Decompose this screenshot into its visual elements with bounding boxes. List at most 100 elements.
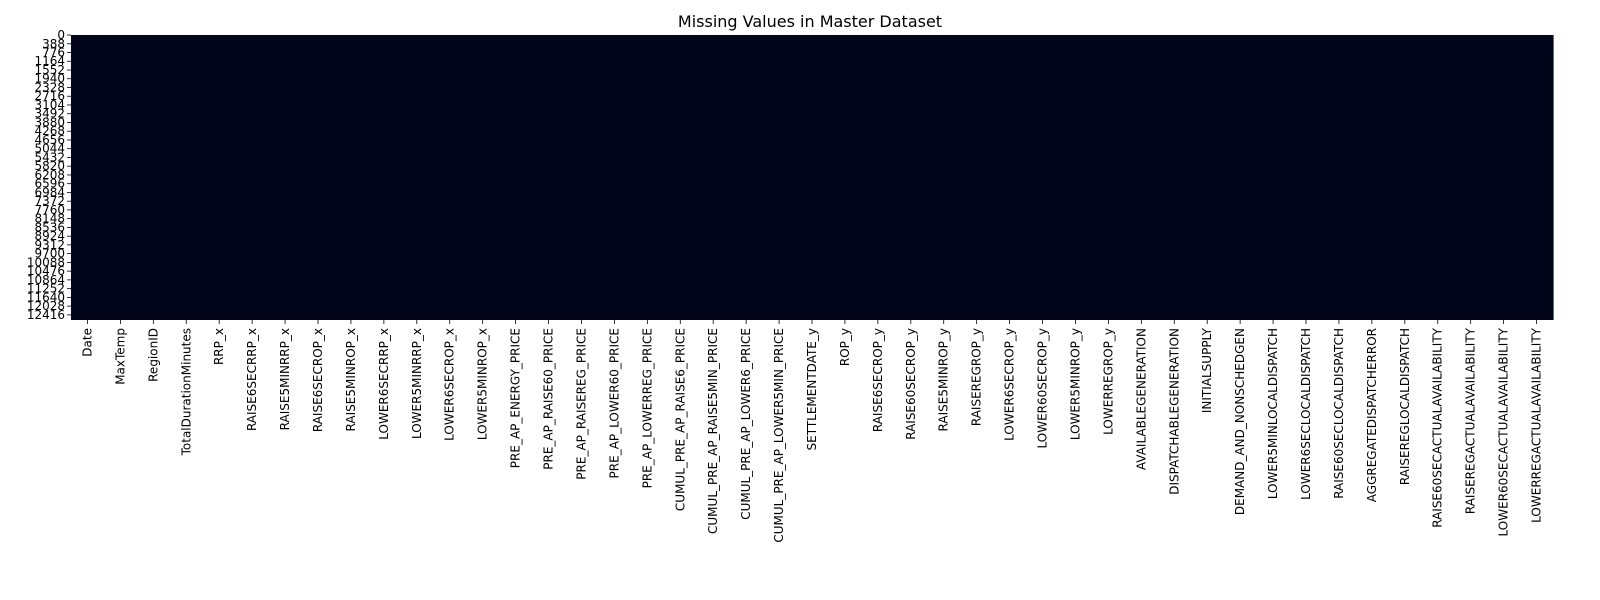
x-tick-label: CUMUL_PRE_AP_LOWER6_PRICE [739, 328, 753, 520]
heatmap-column-availablegeneration [1124, 35, 1159, 320]
x-tick-label: RAISEREGROP_y [970, 328, 984, 426]
y-tick-label: 4268 [34, 124, 65, 138]
y-tick-label: 11252 [27, 282, 65, 296]
heatmap-column-cumul-pre-ap-raise5min-price [696, 35, 731, 320]
chart-title: Missing Values in Master Dataset [678, 12, 942, 31]
x-tick-label: MaxTemp [113, 328, 127, 385]
x-tick-label: LOWER5MINROP_y [1068, 328, 1082, 440]
heatmap-column-demand-and-nonschedgen [1223, 35, 1258, 320]
heatmap-column-aggregatedispatcherror [1355, 35, 1389, 320]
x-tick-label: RAISE60SECROP_y [904, 328, 918, 440]
heatmap-column-pre-ap-lowerreg-price [630, 35, 665, 320]
heatmap-column-lower5minrrp-x [400, 35, 434, 320]
heatmap-column-regionid [136, 35, 171, 320]
x-tick-label: SETTLEMENTDATE_y [805, 328, 819, 450]
heatmap-column-raise60secactualavailability [1421, 35, 1455, 320]
x-tick-label: RAISE6SECROP_x [311, 328, 325, 432]
y-tick-label: 1940 [34, 72, 65, 86]
heatmap-column-pre-ap-energy-price [499, 35, 533, 320]
y-tick-label: 5044 [34, 142, 65, 156]
y-tick-label: 10476 [27, 264, 65, 278]
y-tick-label: 10864 [27, 273, 65, 287]
y-tick-label: 2716 [34, 89, 65, 103]
heatmap-column-cumul-pre-ap-lower5min-price [762, 35, 797, 320]
x-tick-label: RAISE60SECLOCALDISPATCH [1332, 328, 1346, 499]
heatmap-column-lowerregactualavailability [1520, 35, 1554, 320]
y-tick-label: 9700 [34, 247, 65, 261]
heatmap-column-rop-y [828, 35, 862, 320]
y-tick-label: 3104 [34, 98, 65, 112]
y-tick-label: 5432 [34, 150, 65, 164]
x-tick-label: TotalDurationMinutes [179, 328, 193, 456]
x-tick-label: LOWER6SECROP_y [1003, 328, 1017, 441]
x-tick-label: LOWERREGROP_y [1101, 328, 1115, 435]
x-tick-label: LOWER60SECROP_y [1036, 328, 1050, 448]
heatmap-column-lower6secrop-x [433, 35, 467, 320]
heatmap-column-date [71, 35, 105, 320]
x-tick-label: PRE_AP_RAISE60_PRICE [542, 328, 556, 470]
y-tick-label: 388 [42, 37, 65, 51]
heatmap-column-cumul-pre-ap-raise6-price [663, 35, 698, 320]
heatmap-column-lower60secactualavailability [1487, 35, 1521, 320]
y-tick-label: 4656 [34, 133, 65, 147]
x-tick-label: PRE_AP_LOWERREG_PRICE [640, 328, 654, 488]
y-tick-label: 8924 [34, 229, 65, 243]
heatmap-column-pre-ap-raisereg-price [565, 35, 599, 320]
x-tick-label: LOWER6SECLOCALDISPATCH [1299, 328, 1313, 500]
y-tick-label: 0 [57, 28, 65, 42]
x-tick-label: RAISE6SECROP_y [871, 328, 885, 432]
x-tick-label: RAISE60SECACTUALAVAILABILITY [1431, 327, 1445, 527]
x-tick-label: CUMUL_PRE_AP_LOWER5MIN_PRICE [772, 328, 786, 543]
x-tick-label: INITIALSUPPLY [1200, 327, 1214, 413]
heatmap-column-lower5minlocaldispatch [1256, 35, 1291, 320]
x-tick-label: ROP_y [838, 328, 852, 366]
y-tick-label: 8536 [34, 220, 65, 234]
heatmap-column-raise5minrop-x [334, 35, 368, 320]
x-tick-label: CUMUL_PRE_AP_RAISE6_PRICE [673, 328, 687, 511]
heatmap-column-cumul-pre-ap-lower6-price [729, 35, 764, 320]
heatmap-column-lower5minrop-x [466, 35, 500, 320]
x-tick-label: RAISEREGLOCALDISPATCH [1398, 328, 1412, 485]
x-tick-label: CUMUL_PRE_AP_RAISE5MIN_PRICE [706, 328, 720, 534]
y-tick-label: 9312 [34, 238, 65, 252]
y-tick-label: 1552 [34, 63, 65, 77]
heatmap-column-pre-ap-raise60-price [532, 35, 566, 320]
y-axis-ticks: 0388776116415521940232827163104349238804… [27, 28, 71, 322]
heatmap-column-raiseregrop-y [960, 35, 994, 320]
y-tick-label: 12416 [27, 308, 65, 322]
y-tick-label: 7760 [34, 203, 65, 217]
y-tick-label: 3880 [34, 115, 65, 129]
x-tick-label: RegionID [146, 328, 160, 382]
heatmap-column-lower6secrrp-x [367, 35, 401, 320]
x-tick-label: RAISEREGACTUALAVAILABILITY [1464, 327, 1478, 514]
heatmap-column-raise6secrop-y [861, 35, 895, 320]
heatmap-column-raise6secrop-x [301, 35, 336, 320]
heatmap-column-lower6secrop-y [993, 35, 1027, 320]
x-axis-ticks: Date MaxTemp RegionID TotalDurationMinutes R… [80, 320, 1544, 543]
heatmap-column-lower6seclocaldispatch [1289, 35, 1324, 320]
x-tick-label: AGGREGATEDISPATCHERROR [1365, 328, 1379, 502]
x-tick-label: RAISE5MINROP_y [937, 328, 951, 431]
heatmap-column-lower5minrop-y [1059, 35, 1093, 320]
heatmap-column-lower60secrop-y [1026, 35, 1060, 320]
heatmap-column-raise5minrrp-x [268, 35, 303, 320]
heatmap-column-rrp-x [202, 35, 237, 320]
y-tick-label: 776 [42, 46, 65, 60]
y-tick-label: 6208 [34, 168, 65, 182]
x-tick-label: AVAILABLEGENERATION [1134, 328, 1148, 470]
heatmap-column-raise60secrop-y [894, 35, 928, 320]
y-tick-label: 8148 [34, 212, 65, 226]
x-tick-label: LOWER5MINLOCALDISPATCH [1266, 328, 1280, 499]
x-tick-label: LOWER6SECROP_x [443, 328, 457, 441]
heatmap-column-raise60seclocaldispatch [1322, 35, 1356, 320]
heatmap-column-dispatchablegeneration [1157, 35, 1192, 320]
x-tick-label: PRE_AP_LOWER60_PRICE [607, 328, 621, 478]
x-tick-label: PRE_AP_ENERGY_PRICE [509, 328, 523, 468]
x-tick-label: LOWER5MINRRP_x [410, 328, 424, 439]
y-tick-label: 7372 [34, 194, 65, 208]
x-tick-label: PRE_AP_RAISEREG_PRICE [574, 328, 588, 480]
y-tick-label: 5820 [34, 159, 65, 173]
heatmap-cells [71, 35, 1554, 320]
heatmap-column-raisereglocaldispatch [1388, 35, 1422, 320]
